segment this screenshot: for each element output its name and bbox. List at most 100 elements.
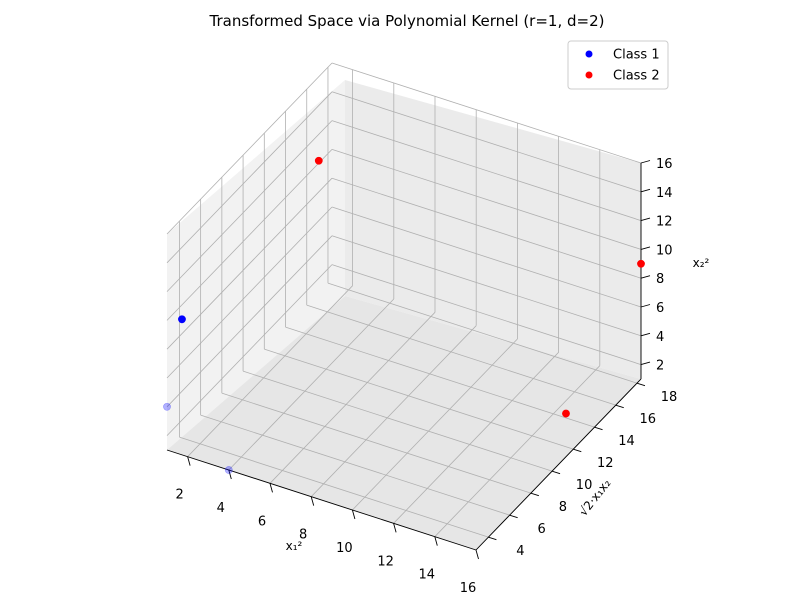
- grid-line-x: [228, 298, 395, 471]
- tick-mark-y: [551, 470, 561, 475]
- x-tick-label: 10: [336, 541, 353, 556]
- x-tick-label: 16: [460, 581, 477, 596]
- legend-label-class-1: Class 1: [613, 48, 660, 63]
- legend: Class 1 Class 2: [567, 40, 669, 90]
- tick-mark-x: [228, 469, 232, 480]
- tick-mark-y: [530, 492, 539, 497]
- z-tick-label: 2: [656, 359, 664, 374]
- tick-mark-x: [393, 523, 397, 533]
- y-tick-label: 10: [576, 478, 593, 493]
- grid-line-z: [331, 120, 642, 221]
- z-tick-label: 16: [656, 157, 673, 172]
- legend-marker-class-2: [585, 71, 593, 79]
- grid-line-z: [166, 120, 333, 292]
- grid-line-x: [310, 325, 477, 497]
- pane-left: [167, 80, 345, 450]
- tick-mark-y: [636, 382, 646, 387]
- tick-mark-x: [434, 536, 438, 546]
- y-tick-label: 18: [661, 390, 678, 405]
- grid-line-z: [331, 149, 642, 250]
- y-tick-label: 6: [537, 522, 545, 537]
- grid-line-x: [352, 338, 518, 511]
- x-tick-label: 2: [175, 488, 183, 503]
- grid-line-x: [434, 365, 601, 537]
- grid-line-z: [331, 264, 642, 365]
- tick-mark-y: [615, 404, 624, 409]
- data-point-class-2: [314, 156, 323, 165]
- legend-marker-class-1: [585, 50, 593, 58]
- z-tick-label: 8: [656, 272, 664, 287]
- tick-mark-x: [187, 456, 191, 466]
- x-tick-label: 8: [299, 528, 307, 543]
- grid-line-y: [264, 348, 574, 450]
- tick-mark-x: [269, 483, 273, 493]
- x-tick-label: 4: [217, 501, 225, 516]
- data-point-class-1: [178, 315, 186, 324]
- z-tick-label: 6: [656, 301, 664, 316]
- z-axis-label: x₂²: [693, 256, 710, 270]
- tick-mark-y: [509, 514, 518, 519]
- grid-line-y: [200, 414, 510, 516]
- grid-lines: [166, 62, 642, 551]
- data-point-class-1: [224, 466, 233, 474]
- grid-line-z: [166, 149, 333, 321]
- x-tick-label: 6: [258, 514, 266, 529]
- axis-panes: [167, 80, 641, 550]
- z-tick-label: 14: [656, 186, 673, 201]
- legend-label-class-2: Class 2: [613, 69, 660, 84]
- grid-line-y: [242, 370, 553, 472]
- y-tick-label: 14: [618, 434, 635, 449]
- data-point-class-2: [637, 259, 645, 268]
- axis-lines: [166, 160, 651, 560]
- grid-line-z: [166, 264, 333, 436]
- tick-mark-z: [640, 304, 651, 308]
- grid-line-z: [331, 206, 642, 308]
- grid-line-y: [327, 282, 638, 384]
- data-points: [163, 156, 645, 474]
- tick-mark-z: [640, 160, 651, 164]
- z-tick-label: 10: [656, 243, 673, 258]
- tick-mark-z: [640, 217, 651, 222]
- tick-mark-z: [640, 246, 651, 250]
- tick-mark-y: [594, 426, 603, 431]
- grid-line-z: [331, 235, 642, 337]
- y-tick-label: 16: [639, 412, 656, 427]
- grid-line-z: [166, 91, 333, 264]
- y-tick-label: 12: [597, 456, 614, 471]
- legend-box: [567, 40, 669, 90]
- tick-mark-z: [640, 188, 651, 193]
- grid-line-z: [166, 62, 333, 235]
- grid-line-y: [285, 326, 595, 428]
- grid-line-y: [179, 436, 489, 538]
- grid-line-y: [306, 304, 616, 406]
- y-tick-label: 4: [516, 544, 524, 559]
- grid-line-x: [269, 312, 436, 484]
- data-point-class-1: [163, 402, 171, 411]
- grid-line-y: [221, 392, 531, 494]
- tick-mark-z: [640, 361, 651, 366]
- pane-back: [345, 80, 641, 379]
- tick-mark-x: [475, 549, 479, 560]
- chart-title: Transformed Space via Polynomial Kernel …: [209, 12, 605, 30]
- y-axis-line: [475, 378, 642, 551]
- x-axis-line: [166, 449, 477, 551]
- tick-mark-y: [488, 536, 497, 541]
- grid-line-z: [331, 91, 642, 193]
- grid-line-z: [331, 177, 642, 279]
- tick-mark-x: [351, 509, 356, 520]
- tick-mark-z: [640, 332, 651, 337]
- x-tick-label: 12: [377, 554, 394, 569]
- grid-line-z: [331, 62, 642, 164]
- x-axis-label: x₁²: [286, 539, 303, 553]
- grid-line-x: [187, 285, 353, 457]
- z-tick-label: 12: [656, 215, 673, 230]
- data-point-class-2: [562, 409, 570, 418]
- grid-line-x: [393, 352, 559, 524]
- y-tick-label: 8: [559, 500, 567, 515]
- tick-mark-y: [573, 448, 582, 453]
- grid-line-z: [166, 206, 333, 379]
- tick-mark-z: [640, 275, 651, 279]
- z-tick-label: 4: [656, 330, 664, 345]
